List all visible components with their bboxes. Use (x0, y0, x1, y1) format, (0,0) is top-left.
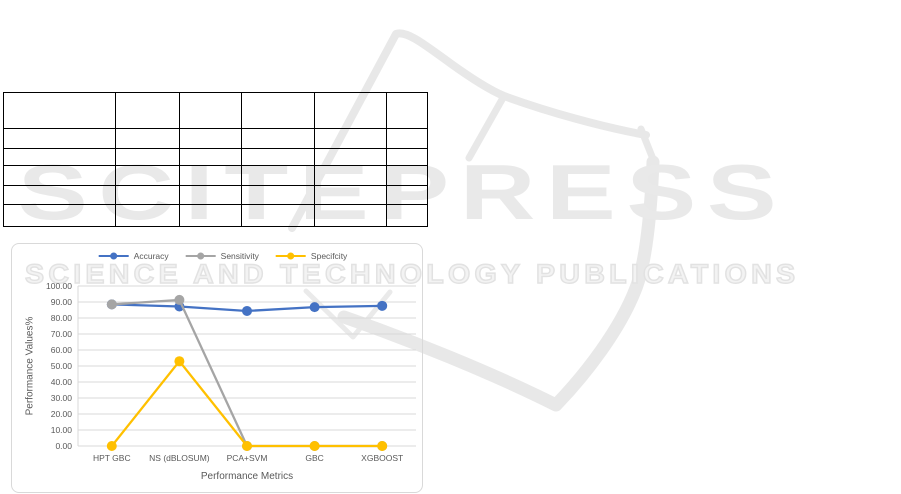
table-cell (241, 148, 315, 166)
table-cell (314, 128, 387, 149)
x-axis-title: Performance Metrics (200, 471, 294, 482)
data-point-accuracy (309, 302, 320, 313)
legend-marker-dot (287, 252, 295, 260)
legend-label: Sensitivity (220, 251, 259, 261)
legend-marker (185, 252, 216, 260)
table-cell (179, 165, 242, 186)
table-cell (115, 148, 180, 166)
table-cell (179, 185, 242, 205)
table-cell (115, 204, 180, 227)
data-point-sensitivity (106, 299, 117, 310)
y-tick-label: 50.00 (51, 361, 73, 371)
table-cell (386, 185, 428, 205)
table-cell (386, 204, 428, 227)
x-tick-label: NS (dBLOSUM) (149, 453, 210, 463)
table-cell (241, 204, 315, 227)
results-table (3, 92, 428, 227)
table-cell (314, 185, 387, 205)
table-row (3, 165, 428, 186)
y-axis-title: Performance Values% (24, 316, 36, 416)
y-tick-label: 0.00 (55, 441, 72, 451)
legend-label: Specifcity (310, 251, 348, 261)
table-cell (386, 92, 428, 129)
table-cell (386, 148, 428, 166)
table-cell (314, 204, 387, 227)
table-cell (179, 92, 242, 129)
series-line-sensitivity (111, 298, 383, 448)
watermark-tagline-text: SCIENCE AND TECHNOLOGY PUBLICATIONS (24, 259, 800, 289)
y-tick-label: 80.00 (51, 313, 73, 323)
y-tick-label: 100.00 (46, 281, 72, 291)
y-tick-label: 40.00 (51, 377, 73, 387)
data-point-accuracy (377, 300, 388, 311)
y-tick-label: 10.00 (51, 425, 73, 435)
data-point-accuracy (242, 305, 252, 316)
table-row (3, 128, 428, 149)
data-point-sensitivity (174, 294, 185, 305)
table-cell (314, 92, 387, 129)
x-tick-label: HPT GBC (93, 453, 131, 463)
legend-marker (275, 252, 306, 260)
legend-item: Specifcity (275, 251, 348, 261)
data-point-specifcity (106, 441, 117, 451)
y-tick-label: 20.00 (51, 409, 73, 419)
table-cell (3, 128, 116, 149)
chart-plot-area: 0.00 10.00 20.00 30.00 40.00 50.00 60.00 70.00 8… (46, 281, 416, 463)
watermark-book-fold (465, 92, 508, 162)
data-point-specifcity (174, 356, 185, 367)
table-cell (115, 185, 180, 205)
table-cell (241, 185, 315, 205)
table-cell (179, 128, 242, 149)
table-cell (241, 165, 315, 186)
legend-label: Accuracy (133, 251, 169, 261)
table-row (3, 92, 428, 129)
x-tick-label: XGBOOST (361, 453, 403, 463)
chart-legend: Accuracy Sensitivity Specifcity (98, 251, 348, 261)
table-cell (3, 92, 116, 129)
table-row (3, 185, 428, 205)
legend-item: Sensitivity (185, 251, 259, 261)
x-tick-label: PCA+SVM (227, 453, 268, 463)
data-point-specifcity (309, 441, 320, 451)
series-line-specifcity (110, 359, 383, 448)
y-tick-label: 90.00 (51, 297, 73, 307)
watermark-book-tail (637, 125, 657, 163)
performance-chart: Accuracy Sensitivity Specifcity 0.00 10.00 2… (11, 243, 423, 493)
table-cell (314, 165, 387, 186)
table-cell (386, 165, 428, 186)
y-tick-label: 30.00 (51, 393, 73, 403)
watermark-quill-swoosh (337, 155, 660, 412)
legend-item: Accuracy (98, 251, 169, 261)
watermark-book-outline (288, 29, 650, 232)
table-cell (3, 148, 116, 166)
table-cell (3, 204, 116, 227)
table-cell (3, 165, 116, 186)
table-cell (314, 148, 387, 166)
table-cell (115, 92, 180, 129)
table-row (3, 148, 428, 166)
legend-marker (98, 252, 129, 260)
table-cell (179, 204, 242, 227)
table-cell (386, 128, 428, 149)
y-tick-label: 70.00 (51, 329, 73, 339)
table-cell (115, 165, 180, 186)
y-tick-label: 60.00 (51, 345, 73, 355)
data-point-specifcity (242, 441, 252, 451)
table-cell (179, 148, 242, 166)
x-tick-label: GBC (305, 453, 323, 463)
table-cell (115, 128, 180, 149)
legend-marker-dot (197, 252, 205, 260)
data-point-specifcity (377, 441, 388, 451)
table-cell (241, 128, 315, 149)
table-row (3, 204, 428, 227)
table-cell (3, 185, 116, 205)
table-cell (241, 92, 315, 129)
legend-marker-dot (110, 252, 118, 260)
